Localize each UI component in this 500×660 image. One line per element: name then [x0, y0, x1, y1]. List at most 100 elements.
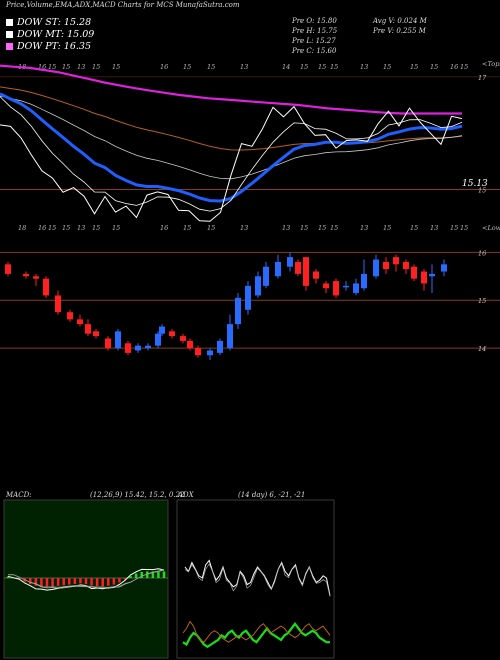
price-level-label-15: 15 — [478, 297, 486, 305]
candle-body — [145, 345, 151, 349]
macd-params: (12,26,9) 15.42, 15.2, 0.22 — [90, 491, 185, 499]
candle-body — [93, 331, 99, 337]
ema-top-tick-label: 15 — [383, 63, 391, 71]
ema-top-tick-label: 13 — [360, 63, 368, 71]
quote-close: Pre C: 15.60 — [292, 47, 337, 55]
quote-high: Pre H: 15.75 — [292, 27, 338, 35]
ema-top-tick-label: 15 — [92, 63, 100, 71]
candle-body — [323, 283, 329, 289]
candle-body — [180, 336, 186, 341]
candle-body — [169, 331, 175, 337]
candle-body — [125, 343, 131, 353]
ema-top-tick-label: 15 — [430, 63, 438, 71]
chart-title: Price,Volume,EMA,ADX,MACD Charts for MCS… — [6, 1, 240, 9]
candle-body — [217, 340, 223, 353]
ema-top-tick-label: 13 — [240, 63, 248, 71]
price-bottom-tick-label: 13 — [282, 224, 290, 232]
price-bottom-tick-label: 13 — [77, 224, 85, 232]
ema-corner-label: <Tops — [482, 60, 500, 68]
candle-body — [441, 264, 447, 272]
candle-body — [429, 273, 435, 277]
candle-body — [303, 257, 309, 286]
candle-body — [115, 331, 121, 349]
candle-body — [287, 257, 293, 267]
price-bottom-tick-label: 15 — [207, 224, 215, 232]
price-level-label-16: 16 — [478, 249, 486, 257]
adx-panel — [176, 499, 335, 659]
price-bottom-tick-label: 15 — [318, 224, 326, 232]
minus-di-line — [182, 620, 331, 643]
candle-body — [5, 264, 11, 274]
candle-body — [227, 324, 233, 349]
ema-top-tick-label: 16 — [38, 63, 46, 71]
plus-di-line — [182, 621, 330, 649]
price-bottom-tick-label: 18 — [18, 224, 26, 232]
ema-panel: 18 16 15 15 13 15 15 16 15 15 13 14 15 15 15 13 15 15 15 16… — [0, 60, 500, 222]
price-bottom-tick-label: 15 — [300, 224, 308, 232]
ema-mid-white-line — [0, 95, 463, 180]
candle-body — [67, 312, 73, 320]
ema-level-label-17: 17 — [478, 74, 487, 82]
price-bottom-tick-label: 15 — [48, 224, 56, 232]
price-bottom-tick-label: 15 — [62, 224, 70, 232]
ema-top-tick-label: 15 — [112, 63, 120, 71]
candle-body — [393, 257, 399, 265]
candle-body — [295, 261, 301, 274]
legend-dow-st-label: DOW ST: 15.28 — [17, 17, 92, 28]
candle-body — [383, 261, 389, 270]
candle-body — [23, 273, 29, 277]
candle-body — [135, 345, 141, 351]
price-white-line — [0, 105, 463, 222]
candle-body — [85, 324, 91, 334]
quote-pre-volume: Pre V: 0.255 M — [373, 27, 426, 35]
ema-long-orange-line — [0, 86, 463, 151]
candle-body — [159, 326, 165, 334]
macd-panel — [3, 499, 169, 659]
ema-short-white-line — [0, 96, 463, 212]
candle-body — [207, 350, 213, 356]
legend-swatch-dow-mt — [6, 31, 13, 38]
quote-avg-volume: Avg V: 0.024 M — [373, 17, 427, 25]
candle-body — [195, 348, 201, 356]
price-bottom-tick-label: 15 — [330, 224, 338, 232]
adx-title: ADX — [178, 491, 194, 499]
candle-body — [263, 266, 269, 286]
candle-body — [421, 271, 427, 284]
legend-dow-mt: DOW MT: 15.09 — [6, 29, 94, 40]
candle-body — [235, 297, 241, 325]
price-bottom-tick-label: 15 — [112, 224, 120, 232]
candle-body — [55, 295, 61, 313]
candle-body — [105, 338, 111, 349]
price-bottom-tick-label: 15 — [92, 224, 100, 232]
legend-swatch-dow-pt — [6, 43, 13, 50]
legend-swatch-dow-st — [6, 19, 13, 26]
adx-line-shadow — [184, 562, 331, 597]
candle-body — [187, 340, 193, 349]
ema-top-tick-label: 15 — [48, 63, 56, 71]
adx-params: (14 day) 6, -21, -21 — [238, 491, 306, 499]
candle-body — [43, 278, 49, 296]
price-bottom-tick-label: 15 — [460, 224, 468, 232]
ema-top-tick-label: 16 — [160, 63, 168, 71]
price-bottom-tick-label: 13 — [360, 224, 368, 232]
legend-dow-st: DOW ST: 15.28 — [6, 17, 91, 28]
legend-dow-pt-label: DOW PT: 16.35 — [17, 41, 91, 52]
ema-level-label-15: 15 — [478, 186, 486, 194]
ema-top-tick-label: 15 — [410, 63, 418, 71]
ema-top-tick-label: 15 — [460, 63, 468, 71]
candle-body — [403, 261, 409, 270]
ema-level-label-15-13: 15.13 — [462, 179, 488, 189]
macd-signal-line-2 — [8, 570, 165, 588]
legend-dow-pt: DOW PT: 16.35 — [6, 41, 91, 52]
ema-top-tick-label: 13 — [77, 63, 85, 71]
candle-body — [77, 319, 83, 325]
price-level-label-14: 14 — [478, 345, 486, 353]
ema-top-tick-label: 16 — [450, 63, 458, 71]
candle-body — [411, 266, 417, 279]
candle-body — [353, 283, 359, 294]
ema-top-tick-label: 15 — [318, 63, 326, 71]
candle-body — [255, 276, 261, 296]
candle-body — [313, 271, 319, 279]
